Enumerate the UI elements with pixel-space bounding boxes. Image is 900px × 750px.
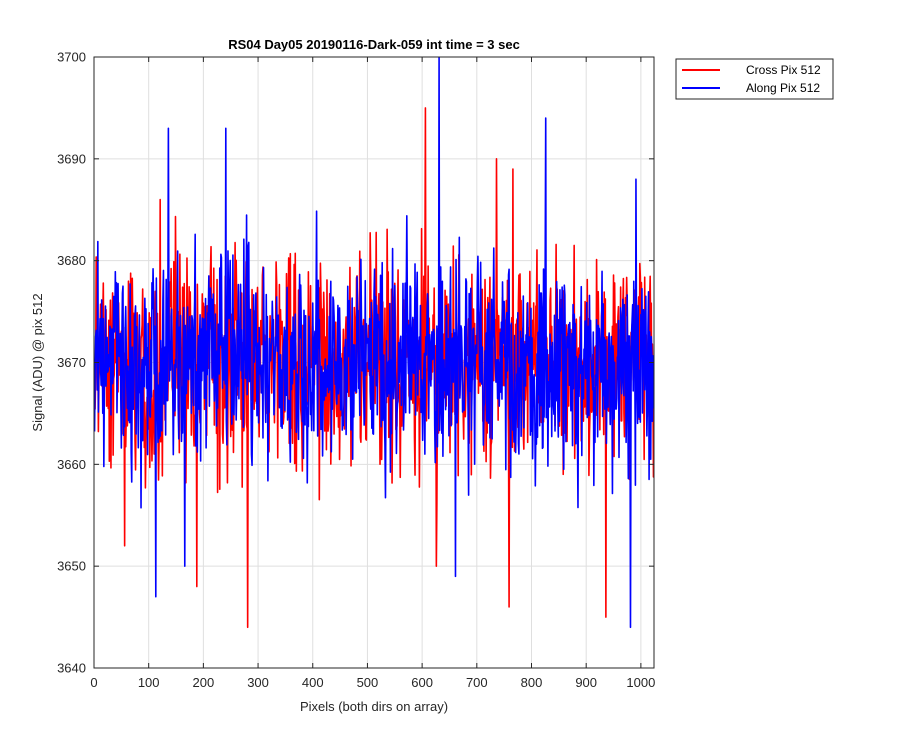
- x-tick-label: 900: [575, 675, 597, 690]
- legend: Cross Pix 512 Along Pix 512: [675, 58, 834, 100]
- x-tick-label: 800: [521, 675, 543, 690]
- y-tick-label: 3650: [57, 559, 86, 574]
- legend-label-cross: Cross Pix 512: [746, 63, 821, 77]
- x-tick-label: 100: [138, 675, 160, 690]
- x-axis: 0 100 200 300 400 500 600 700 800 900 1000: [90, 57, 655, 690]
- y-tick-label: 3670: [57, 355, 86, 370]
- y-tick-label: 3700: [57, 50, 86, 65]
- series-line-along: [94, 57, 654, 629]
- y-axis: 3640 3650 3660 3670 3680 3690 3700: [57, 50, 654, 676]
- x-tick-label: 700: [466, 675, 488, 690]
- plot-area: 0 100 200 300 400 500 600 700 800 900 1000 3640 365…: [57, 50, 655, 691]
- y-tick-label: 3680: [57, 253, 86, 268]
- series-layer: [94, 57, 654, 629]
- x-tick-label: 600: [411, 675, 433, 690]
- chart-title: RS04 Day05 20190116-Dark-059 int time = …: [228, 37, 520, 52]
- x-tick-label: 0: [90, 675, 97, 690]
- legend-box: [675, 58, 834, 100]
- y-tick-label: 3660: [57, 457, 86, 472]
- legend-label-along: Along Pix 512: [746, 81, 820, 95]
- y-axis-label: Signal (ADU) @ pix 512: [30, 293, 45, 431]
- x-tick-label: 200: [193, 675, 215, 690]
- x-tick-label: 400: [302, 675, 324, 690]
- x-tick-label: 1000: [626, 675, 655, 690]
- x-tick-label: 300: [247, 675, 269, 690]
- x-axis-label: Pixels (both dirs on array): [300, 699, 448, 714]
- y-tick-label: 3690: [57, 151, 86, 166]
- y-tick-label: 3640: [57, 661, 86, 676]
- x-tick-label: 500: [357, 675, 379, 690]
